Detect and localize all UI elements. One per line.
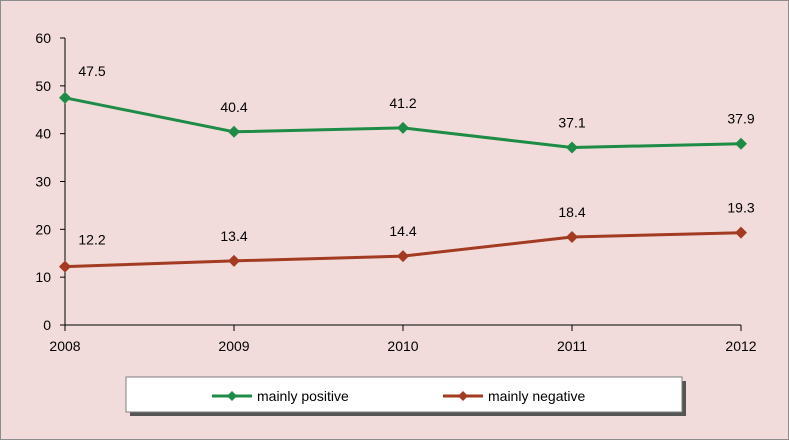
y-tick-label-40: 40 <box>35 126 51 142</box>
x-tick-label-2010: 2010 <box>387 338 418 354</box>
data-label-mainly-negative-2009: 13.4 <box>220 228 247 244</box>
series-group <box>59 91 747 273</box>
legend-label-mainly-positive: mainly positive <box>257 388 349 404</box>
data-point-mainly-positive-2008 <box>59 91 71 104</box>
data-label-mainly-negative-2008: 12.2 <box>78 232 105 248</box>
data-label-mainly-positive-2008: 47.5 <box>78 63 105 79</box>
x-tick-label-2011: 2011 <box>557 338 587 354</box>
data-label-mainly-negative-2011: 18.4 <box>558 204 585 220</box>
legend-marker-mainly-negative <box>458 391 468 401</box>
axes: 0 10 20 30 40 50 60 2008 2009 2010 2011 2012 <box>35 30 756 354</box>
legend-box <box>125 376 683 413</box>
data-label-mainly-positive-2009: 40.4 <box>220 99 247 115</box>
data-point-mainly-positive-2009 <box>228 125 240 138</box>
data-point-mainly-positive-2010 <box>397 121 409 134</box>
data-point-mainly-negative-2010 <box>397 250 409 263</box>
data-labels: 47.5 40.4 41.2 37.1 37.9 12.2 13.4 14.4 18.4 19.3 <box>78 63 754 248</box>
data-point-mainly-negative-2012 <box>735 226 747 239</box>
data-point-mainly-negative-2009 <box>228 254 240 267</box>
data-point-mainly-positive-2012 <box>735 137 747 150</box>
y-tick-label-0: 0 <box>43 317 51 333</box>
y-tick-label-10: 10 <box>35 269 51 285</box>
legend: mainly positive mainly negative <box>125 376 686 416</box>
y-tick-label-60: 60 <box>35 30 51 46</box>
y-tick-label-50: 50 <box>35 78 51 94</box>
data-label-mainly-positive-2012: 37.9 <box>727 111 754 127</box>
legend-label-mainly-negative: mainly negative <box>488 388 585 404</box>
data-point-mainly-negative-2008 <box>59 260 71 273</box>
data-point-mainly-positive-2011 <box>566 141 578 154</box>
y-tick-label-20: 20 <box>35 221 51 237</box>
x-tick-label-2009: 2009 <box>218 338 249 354</box>
x-tick-label-2008: 2008 <box>49 338 80 354</box>
legend-marker-mainly-positive <box>227 391 237 401</box>
data-label-mainly-positive-2011: 37.1 <box>558 115 585 131</box>
data-label-mainly-negative-2010: 14.4 <box>389 223 416 239</box>
data-point-mainly-negative-2011 <box>566 230 578 243</box>
data-label-mainly-negative-2012: 19.3 <box>727 200 754 216</box>
x-tick-label-2012: 2012 <box>725 338 756 354</box>
data-label-mainly-positive-2010: 41.2 <box>389 95 416 111</box>
y-tick-label-30: 30 <box>35 174 51 190</box>
